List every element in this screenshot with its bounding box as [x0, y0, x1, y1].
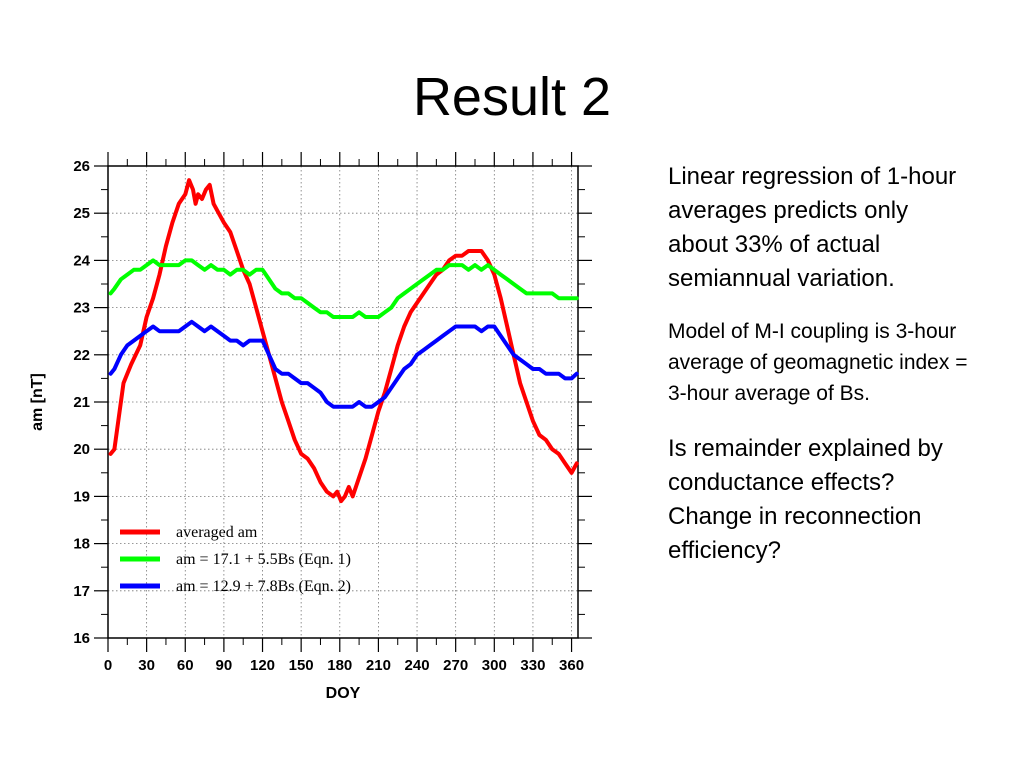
legend: averaged am am = 17.1 + 5.5Bs (Eqn. 1) am … [120, 524, 351, 595]
x-tick-label: 120 [250, 657, 275, 674]
y-axis-label: am [nT] [29, 373, 46, 431]
series-line-2 [108, 258, 579, 319]
y-tick-label: 16 [73, 630, 90, 647]
y-tick-label: 24 [73, 252, 90, 269]
am-chart: 16 17 18 19 20 21 22 23 24 25 26 0 30 60 90 120 150 180 21… [29, 152, 592, 702]
x-tick-label: 60 [177, 657, 194, 674]
x-tick-label: 30 [138, 657, 155, 674]
series-line-3 [108, 319, 579, 409]
x-tick-label: 0 [104, 657, 112, 674]
series-layer [108, 178, 579, 504]
x-tick-label: 270 [443, 657, 468, 674]
y-tick-label: 23 [73, 300, 90, 317]
x-tick-label: 240 [405, 657, 430, 674]
slide-title: Result 2 [412, 67, 612, 127]
x-tick-label: 90 [216, 657, 233, 674]
y-tick-label: 22 [73, 347, 90, 364]
y-tick-label: 19 [73, 488, 90, 505]
y-tick-label: 21 [73, 394, 90, 411]
y-tick-label: 18 [73, 536, 90, 553]
legend-label-2: am = 17.1 + 5.5Bs (Eqn. 1) [176, 551, 351, 568]
y-tick-label: 20 [73, 441, 90, 458]
legend-label-3: am = 12.9 + 7.8Bs (Eqn. 2) [176, 578, 351, 595]
y-tick-label: 26 [73, 158, 90, 175]
legend-label-1: averaged am [176, 524, 258, 541]
x-tick-label: 330 [520, 657, 545, 674]
y-tick-label: 17 [73, 583, 90, 600]
x-axis-label: DOY [326, 685, 361, 702]
x-tick-label: 210 [366, 657, 391, 674]
note-regression: Linear regression of 1-hour averages pre… [668, 163, 957, 292]
series-line-1 [108, 178, 579, 504]
x-tick-label: 180 [327, 657, 352, 674]
x-tick-label: 360 [559, 657, 584, 674]
tick-layer: 16 17 18 19 20 21 22 23 24 25 26 0 30 60 90 120 150 180 21… [73, 152, 592, 674]
note-model: Model of M-I coupling is 3-hour average … [668, 320, 968, 405]
x-tick-label: 300 [482, 657, 507, 674]
note-question: Is remainder explained by conductance ef… [668, 435, 943, 564]
notes-panel: Linear regression of 1-hour averages pre… [668, 160, 968, 568]
x-tick-label: 150 [289, 657, 314, 674]
y-tick-label: 25 [73, 205, 90, 222]
